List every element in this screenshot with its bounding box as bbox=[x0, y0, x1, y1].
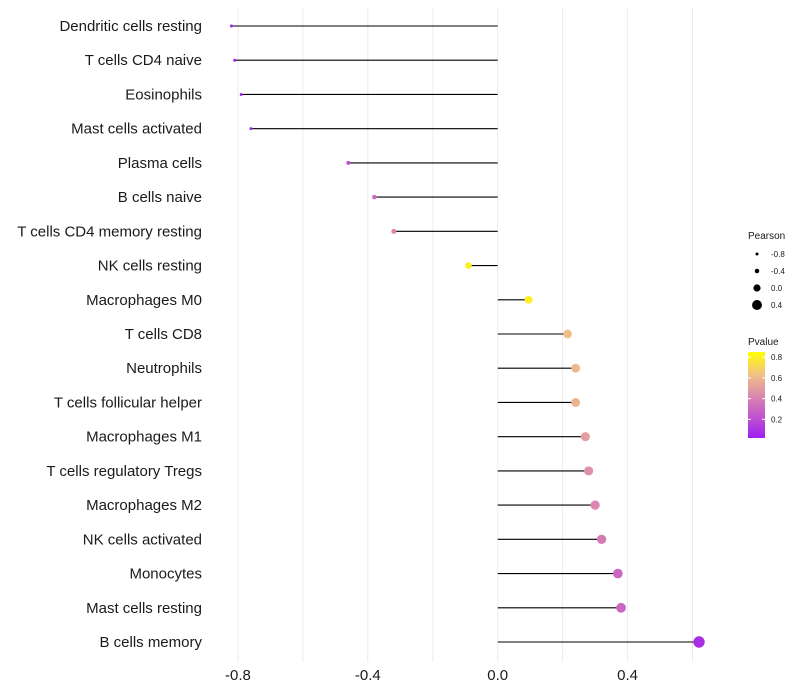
x-tick-label: 0.4 bbox=[617, 667, 638, 684]
category-label: T cells CD4 naive bbox=[85, 52, 202, 69]
lollipop-point bbox=[571, 398, 581, 407]
lollipop-point bbox=[372, 194, 377, 200]
grid-layer bbox=[237, 8, 694, 662]
size-legend-label: 0.0 bbox=[771, 284, 783, 293]
lollipop-point bbox=[229, 24, 233, 28]
color-legend-label: 0.8 bbox=[771, 353, 783, 362]
category-label: B cells memory bbox=[99, 634, 202, 651]
lollipop-point bbox=[391, 228, 397, 234]
category-label: Dendritic cells resting bbox=[59, 18, 202, 35]
lollipop-point bbox=[596, 534, 607, 545]
size-legend-key bbox=[753, 284, 761, 292]
lollipop-point bbox=[616, 602, 626, 613]
color-legend-label: 0.2 bbox=[771, 415, 783, 424]
lollipop-point bbox=[239, 92, 243, 96]
lollipop-point bbox=[584, 466, 594, 476]
x-tick-labels: -0.8 -0.4 0.0 0.4 bbox=[225, 667, 638, 684]
color-legend-label: 0.4 bbox=[771, 395, 783, 404]
lollipop-point bbox=[249, 127, 253, 131]
size-legend-key bbox=[752, 300, 762, 310]
lollipop-point bbox=[465, 262, 472, 269]
lollipop-point bbox=[346, 160, 351, 165]
size-legend-key bbox=[755, 252, 759, 256]
size-legend-label: -0.4 bbox=[771, 267, 785, 276]
category-label: Macrophages M2 bbox=[86, 497, 202, 514]
category-label: Macrophages M1 bbox=[86, 429, 202, 446]
category-label: B cells naive bbox=[118, 189, 202, 206]
size-legend-title: Pearson bbox=[748, 231, 785, 242]
lollipop-point bbox=[563, 329, 572, 339]
size-legend-label: -0.8 bbox=[771, 250, 785, 259]
x-tick-label: -0.4 bbox=[355, 667, 381, 684]
category-label: T cells CD4 memory resting bbox=[17, 223, 202, 240]
lollipop-point bbox=[590, 500, 600, 510]
category-label: T cells regulatory Tregs bbox=[46, 463, 202, 480]
size-legend: Pearson -0.8 -0.4 0.0 0.4 bbox=[748, 231, 785, 310]
category-label: T cells follicular helper bbox=[54, 394, 202, 411]
category-label: Monocytes bbox=[129, 566, 202, 583]
color-legend-label: 0.6 bbox=[771, 374, 783, 383]
color-legend: Pvalue 0.2 0.4 0.6 0.8 bbox=[748, 337, 783, 438]
category-labels: Dendritic cells resting T cells CD4 naive… bbox=[17, 18, 202, 651]
category-label: Mast cells activated bbox=[71, 121, 202, 138]
category-label: Mast cells resting bbox=[86, 600, 202, 617]
lollipop-point bbox=[571, 363, 581, 373]
size-legend-key bbox=[754, 268, 760, 274]
x-tick-label: -0.8 bbox=[225, 667, 251, 684]
lollipop-point bbox=[612, 568, 623, 579]
color-legend-bar bbox=[748, 352, 765, 438]
x-tick-label: 0.0 bbox=[487, 667, 508, 684]
category-label: Plasma cells bbox=[118, 155, 202, 172]
size-legend-label: 0.4 bbox=[771, 301, 783, 310]
lollipop-point bbox=[580, 432, 590, 442]
category-label: NK cells resting bbox=[98, 258, 202, 275]
category-label: Eosinophils bbox=[125, 86, 202, 103]
color-legend-title: Pvalue bbox=[748, 337, 779, 348]
lollipop-point bbox=[524, 295, 533, 304]
lollipop-point bbox=[233, 58, 237, 62]
point-layer bbox=[229, 24, 705, 648]
lollipop-point bbox=[693, 636, 705, 648]
stem-layer bbox=[231, 25, 700, 643]
category-label: Macrophages M0 bbox=[86, 292, 202, 309]
category-label: Neutrophils bbox=[126, 360, 202, 377]
category-label: NK cells activated bbox=[83, 531, 202, 548]
category-label: T cells CD8 bbox=[125, 326, 202, 343]
